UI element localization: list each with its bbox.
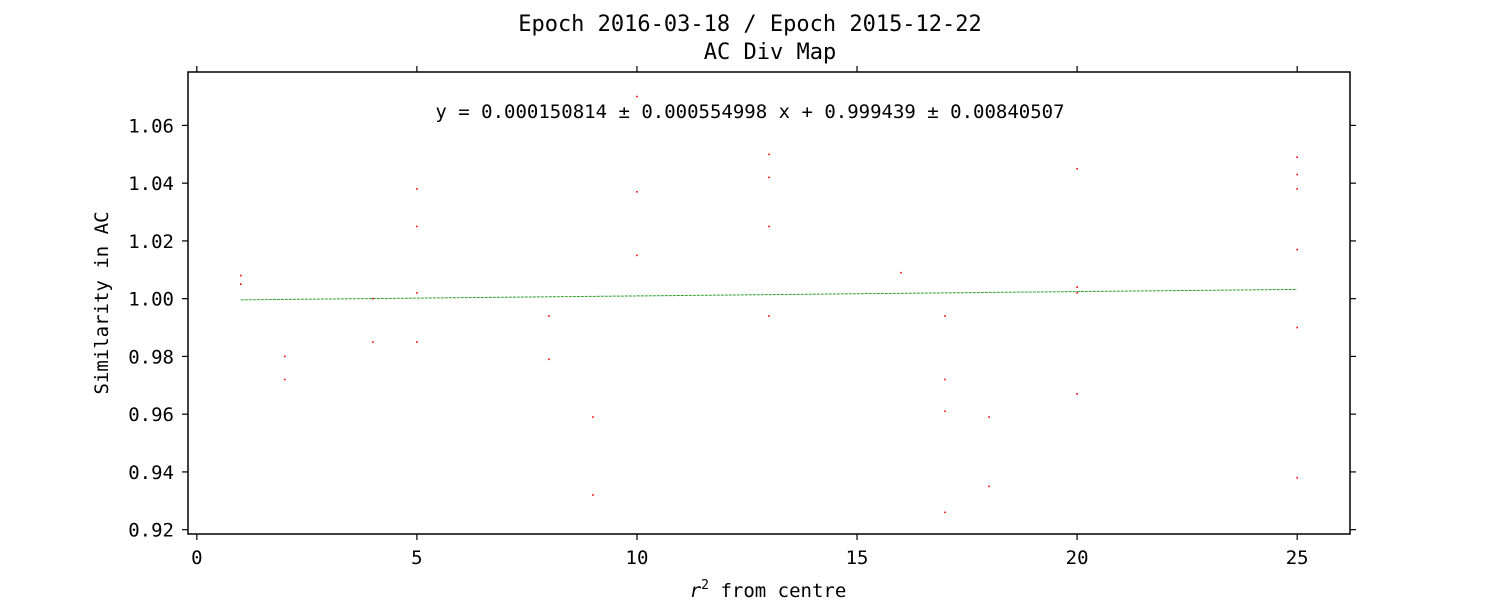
chart-title: Epoch 2016-03-18 / Epoch 2015-12-22 bbox=[518, 12, 982, 37]
data-point bbox=[240, 283, 242, 286]
data-point bbox=[1296, 326, 1298, 329]
data-point bbox=[1296, 156, 1298, 158]
data-point bbox=[372, 341, 374, 343]
data-point bbox=[636, 95, 638, 98]
x-tick-label: 5 bbox=[411, 547, 422, 569]
fit-annotation: y = 0.000150814 ± 0.000554998 x + 0.9994… bbox=[435, 101, 1064, 123]
data-point bbox=[944, 315, 946, 317]
data-point bbox=[768, 153, 770, 156]
data-point bbox=[592, 416, 594, 418]
x-axis-label-sup: 2 bbox=[701, 578, 709, 593]
data-point bbox=[1076, 292, 1078, 294]
fit-line bbox=[240, 288, 1298, 301]
data-point bbox=[548, 315, 550, 317]
data-point bbox=[372, 297, 374, 300]
data-point bbox=[988, 416, 990, 418]
data-point bbox=[1076, 286, 1078, 288]
x-axis: 0 5 10 15 20 25 bbox=[191, 66, 1309, 569]
data-point bbox=[944, 378, 946, 381]
x-axis-label-var: r bbox=[690, 580, 702, 600]
y-axis-label: Similarity in AC bbox=[91, 211, 113, 394]
data-point bbox=[592, 494, 594, 496]
chart-subtitle: AC Div Map bbox=[704, 40, 836, 65]
data-point bbox=[1296, 188, 1298, 190]
data-point bbox=[416, 292, 418, 294]
data-point bbox=[416, 188, 418, 190]
data-point bbox=[636, 254, 638, 257]
data-point bbox=[1296, 248, 1298, 251]
y-axis: 0.92 0.94 0.96 0.98 1.00 1.02 1.04 1.06 bbox=[128, 115, 1356, 542]
data-point bbox=[416, 225, 418, 228]
data-point bbox=[1076, 167, 1078, 170]
data-point bbox=[1076, 393, 1078, 395]
data-point bbox=[548, 358, 550, 361]
x-tick-label: 25 bbox=[1286, 547, 1309, 569]
plot-frame bbox=[187, 71, 1351, 535]
x-axis-label-rest: from centre bbox=[709, 580, 846, 600]
data-point bbox=[988, 485, 990, 488]
x-tick-label: 0 bbox=[191, 547, 202, 569]
y-tick-label: 1.06 bbox=[128, 115, 174, 137]
data-point bbox=[1296, 476, 1298, 479]
y-tick-label: 0.96 bbox=[128, 404, 174, 426]
data-points bbox=[240, 95, 1298, 514]
data-point bbox=[240, 274, 242, 277]
data-point bbox=[636, 191, 638, 193]
data-point bbox=[900, 271, 902, 274]
y-tick-label: 0.94 bbox=[128, 462, 174, 484]
x-tick-label: 15 bbox=[846, 547, 869, 569]
x-tick-label: 10 bbox=[626, 547, 649, 569]
data-point bbox=[284, 355, 286, 358]
x-axis-label: r2 from centre bbox=[690, 578, 847, 600]
x-tick-label: 20 bbox=[1066, 547, 1089, 569]
y-tick-label: 0.98 bbox=[128, 346, 174, 368]
y-tick-label: 1.04 bbox=[128, 173, 174, 195]
data-point bbox=[1296, 173, 1298, 176]
data-point bbox=[768, 225, 770, 228]
y-tick-label: 1.00 bbox=[128, 289, 174, 311]
data-point bbox=[284, 378, 286, 381]
y-tick-label: 0.92 bbox=[128, 520, 174, 542]
data-point bbox=[944, 511, 946, 514]
data-point bbox=[768, 315, 770, 317]
data-point bbox=[768, 176, 770, 179]
data-point bbox=[416, 341, 418, 343]
data-point bbox=[944, 410, 946, 413]
y-tick-label: 1.02 bbox=[128, 231, 174, 253]
